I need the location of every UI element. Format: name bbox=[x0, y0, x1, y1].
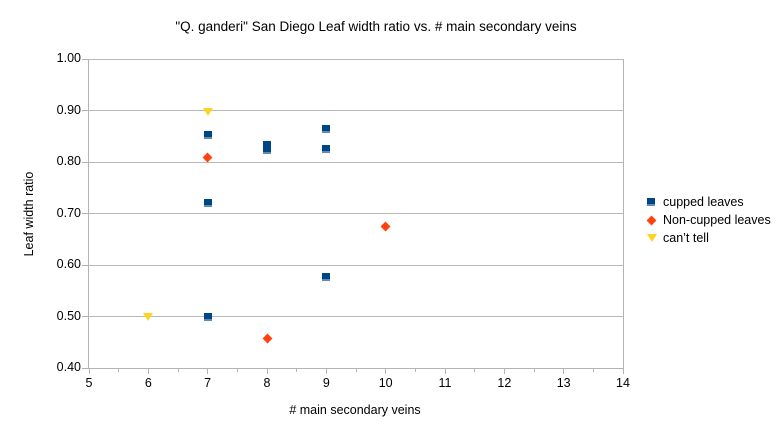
x-axis-minor-tick bbox=[296, 369, 298, 372]
h-gridline bbox=[89, 213, 623, 214]
y-axis-tick bbox=[82, 367, 88, 369]
x-axis-title: # main secondary veins bbox=[289, 403, 421, 417]
y-tick-label: 0.50 bbox=[56, 308, 81, 323]
y-axis-tick bbox=[82, 161, 88, 163]
h-gridline bbox=[89, 58, 623, 60]
legend-marker bbox=[646, 197, 659, 207]
h-gridline bbox=[89, 110, 623, 111]
x-axis-tick bbox=[563, 369, 565, 374]
data-point-marker bbox=[203, 130, 212, 139]
legend-label: Non-cupped leaves bbox=[663, 213, 771, 227]
y-axis-tick bbox=[82, 58, 88, 60]
x-axis-minor-tick bbox=[592, 369, 594, 372]
data-point-marker bbox=[380, 221, 391, 232]
data-point-marker bbox=[322, 272, 331, 281]
data-point-marker bbox=[262, 333, 272, 344]
y-axis-tick bbox=[82, 110, 88, 111]
triangle-down-marker-icon bbox=[647, 234, 657, 242]
square-marker-icon bbox=[647, 198, 655, 206]
x-axis-tick bbox=[444, 369, 446, 374]
legend-label: can’t tell bbox=[663, 231, 709, 245]
h-gridline bbox=[89, 161, 623, 163]
y-tick-label: 0.80 bbox=[56, 154, 81, 168]
plot-area: 0.40 0.50 0.60 0.70 0.80 0.90 1.00 5 6 7 8 9 10 11 12 1… bbox=[57, 51, 630, 390]
data-point-marker bbox=[203, 199, 212, 208]
x-axis-tick bbox=[503, 369, 505, 374]
legend-marker bbox=[646, 233, 659, 243]
x-axis-tick bbox=[266, 369, 268, 374]
x-axis-minor-tick bbox=[414, 369, 416, 372]
legend-item: Non-cupped leaves bbox=[646, 213, 771, 227]
diamond-marker-icon bbox=[646, 215, 657, 226]
x-tick-label: 8 bbox=[263, 376, 271, 390]
y-axis-tick bbox=[82, 213, 88, 214]
data-point-marker bbox=[322, 125, 331, 134]
x-tick-label: 7 bbox=[204, 376, 212, 390]
h-gridline bbox=[89, 316, 623, 317]
x-tick-label: 13 bbox=[556, 376, 571, 390]
x-axis-minor-tick bbox=[236, 369, 238, 372]
data-point-marker bbox=[202, 108, 213, 117]
legend-label: cupped leaves bbox=[663, 195, 744, 209]
x-axis-minor-tick bbox=[355, 369, 357, 372]
x-axis-minor-tick bbox=[118, 369, 120, 372]
x-axis-tick bbox=[147, 369, 149, 374]
x-axis-minor-tick bbox=[533, 369, 535, 372]
y-tick-label: 0.90 bbox=[56, 102, 81, 117]
x-tick-label: 12 bbox=[497, 376, 512, 390]
chart-title: "Q. ganderi" San Diego Leaf width ratio … bbox=[175, 19, 577, 34]
data-point-marker bbox=[263, 145, 271, 154]
x-axis-minor-tick bbox=[177, 369, 179, 372]
legend-item: can’t tell bbox=[646, 231, 771, 245]
h-gridline bbox=[89, 264, 623, 266]
x-tick-label: 11 bbox=[438, 376, 452, 390]
x-axis-minor-tick bbox=[474, 369, 476, 372]
legend-marker bbox=[646, 215, 659, 226]
x-tick-label: 10 bbox=[378, 376, 393, 390]
x-tick-label: 5 bbox=[85, 376, 93, 390]
x-tick-label: 9 bbox=[322, 376, 330, 390]
x-axis-tick bbox=[622, 369, 624, 374]
y-tick-label: 1.00 bbox=[56, 51, 81, 65]
x-axis-tick bbox=[88, 369, 90, 374]
y-tick-label: 0.60 bbox=[56, 257, 81, 271]
x-axis-tick bbox=[385, 369, 387, 374]
y-axis-title: Leaf width ratio bbox=[22, 171, 36, 257]
x-axis-tick bbox=[325, 369, 327, 374]
x-tick-label: 14 bbox=[616, 376, 630, 390]
x-axis-tick bbox=[207, 369, 209, 374]
legend: cupped leaves Non-cupped leaves can’t tell bbox=[646, 195, 771, 245]
legend-item: cupped leaves bbox=[646, 195, 771, 209]
data-point-marker bbox=[322, 145, 331, 154]
y-axis-tick bbox=[82, 264, 88, 266]
data-point-marker bbox=[203, 312, 212, 321]
x-tick-label: 6 bbox=[144, 376, 152, 390]
y-axis-tick bbox=[82, 316, 88, 317]
data-point-marker bbox=[263, 141, 271, 149]
y-tick-label: 0.40 bbox=[56, 360, 81, 374]
y-tick-label: 0.70 bbox=[56, 205, 81, 220]
data-point-marker bbox=[143, 312, 154, 321]
